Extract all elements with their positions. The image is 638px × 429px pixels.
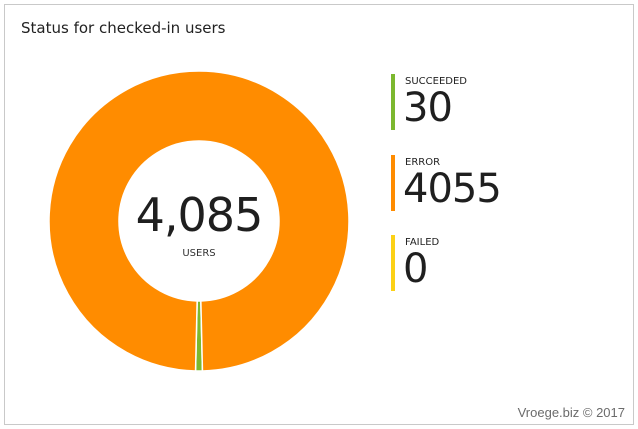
card-title: Status for checked-in users <box>21 19 226 37</box>
legend-value-succeeded: 30 <box>403 85 453 131</box>
legend-color-succeeded <box>391 74 395 130</box>
legend-item-failed[interactable]: FAILED 0 <box>391 235 591 295</box>
legend-label-failed: FAILED <box>405 237 440 248</box>
legend-item-error[interactable]: ERROR 4055 <box>391 155 591 215</box>
total-users-count: 4,085 <box>135 188 264 242</box>
donut-slice-error[interactable] <box>49 70 349 372</box>
status-card: Status for checked-in users 4,085 USERS … <box>4 4 634 425</box>
legend-value-error: 4055 <box>403 166 502 212</box>
legend-label-error: ERROR <box>405 157 441 168</box>
legend-color-error <box>391 155 395 211</box>
legend-color-failed <box>391 235 395 291</box>
legend-value-failed: 0 <box>403 246 428 292</box>
total-users-label: USERS <box>182 248 216 259</box>
watermark: Vroege.biz © 2017 <box>517 405 625 420</box>
legend-item-succeeded[interactable]: SUCCEEDED 30 <box>391 74 591 134</box>
donut-chart-svg <box>49 70 349 372</box>
donut-chart[interactable]: 4,085 USERS <box>49 66 349 376</box>
legend-label-succeeded: SUCCEEDED <box>405 76 467 87</box>
